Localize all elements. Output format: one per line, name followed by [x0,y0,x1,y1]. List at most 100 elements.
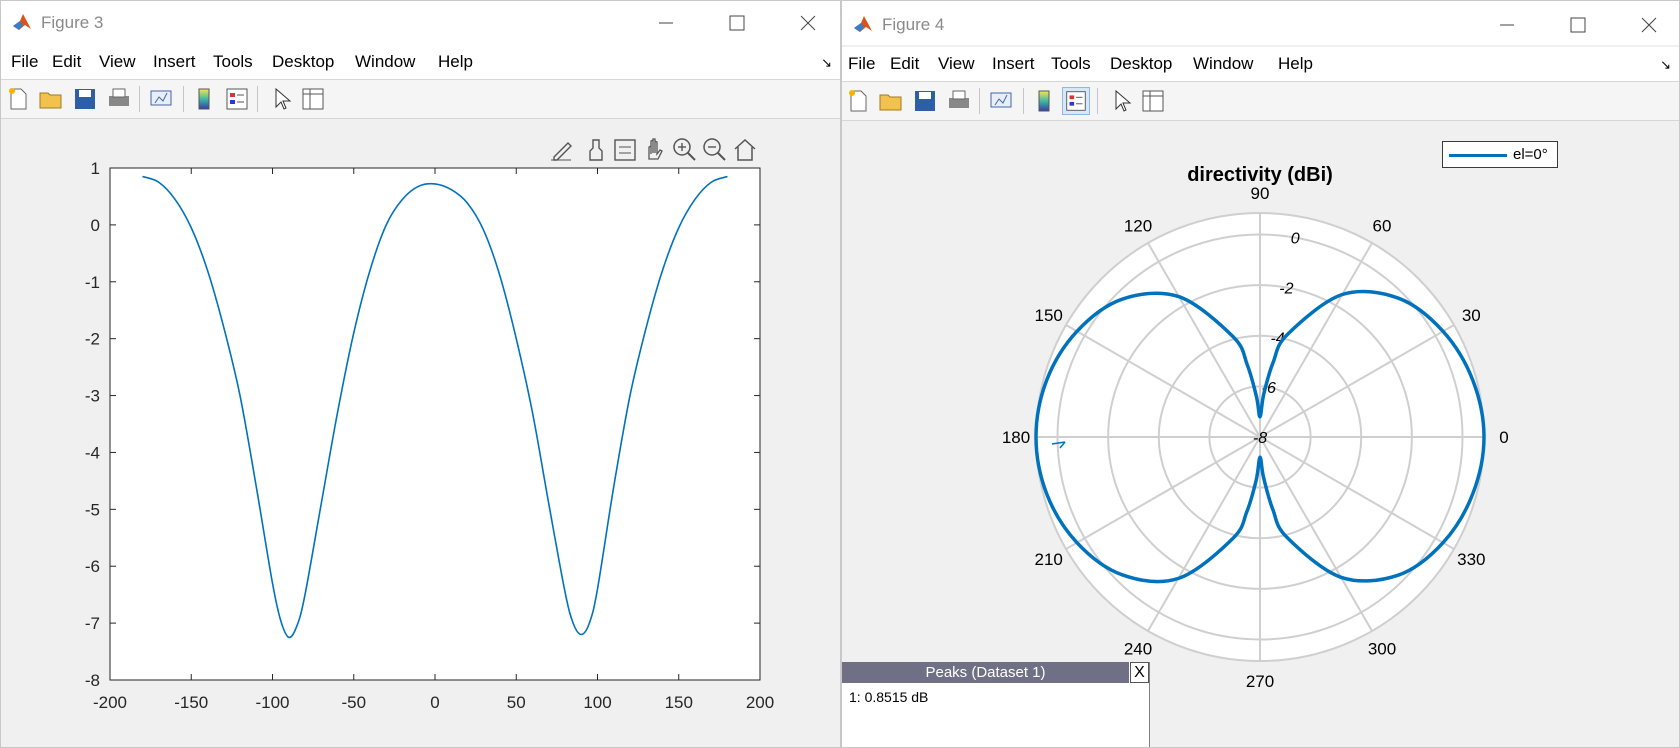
angle-tick-label: 120 [1124,217,1152,236]
open-file-icon[interactable] [37,85,65,113]
menu-view[interactable]: View [938,54,975,73]
title-bar: Figure 4 [842,1,1679,45]
data-series-line [142,175,728,639]
x-tick-label: -50 [341,693,366,712]
menu-desktop[interactable]: Desktop [1110,54,1173,73]
data-cursor-marker [1051,441,1066,449]
x-tick-label: 50 [507,693,526,712]
print-icon[interactable] [105,85,133,113]
edit-brush-icon[interactable] [551,142,572,161]
menu-window[interactable]: Window [1193,54,1254,73]
menu-insert[interactable]: Insert [153,52,196,71]
property-inspector-icon[interactable] [299,85,327,113]
link-plot-icon[interactable] [147,85,175,113]
close-button[interactable] [1626,9,1672,41]
y-tick-label: 0 [91,216,100,235]
link-plot-icon[interactable] [987,87,1015,115]
datatip-icon[interactable] [614,139,636,161]
menu-edit[interactable]: Edit [890,54,920,73]
open-file-icon[interactable] [877,87,905,115]
x-tick-label: -100 [255,693,289,712]
figure-4-window: Figure 4 File Edit View Insert Tools Des… [841,0,1680,748]
new-figure-icon[interactable] [4,85,32,113]
figure-toolbar [1,80,840,119]
angular-grid-line [1147,242,1261,438]
minimize-button[interactable] [1484,9,1530,41]
menu-desktop[interactable]: Desktop [272,52,335,71]
angle-tick-label: 150 [1035,306,1063,325]
legend[interactable]: el=0° [1442,141,1558,168]
y-tick-label: -6 [85,557,100,576]
home-icon[interactable] [734,138,756,161]
maximize-button[interactable] [1555,9,1601,41]
angular-grid-line [1065,436,1261,550]
plot-axes [109,167,761,681]
polar-plot[interactable]: directivity (dBi) 0 30 60 90 120 150 180 210 240… [842,121,1679,748]
menu-tools[interactable]: Tools [1051,54,1091,73]
angular-grid-line [1259,436,1455,550]
menu-file[interactable]: File [11,52,39,71]
toolbar-separator [1097,88,1098,114]
colorbar-icon[interactable] [1030,87,1058,115]
minimize-button[interactable] [643,7,689,39]
toolbar-separator [183,86,184,112]
menu-window[interactable]: Window [355,52,416,71]
zoom-out-icon[interactable] [703,138,726,161]
save-icon[interactable] [911,87,939,115]
figure-canvas: -200 -150 -100 -50 0 50 100 150 200 1 0 -1 -2 -3 -4 -5 -… [1,119,840,747]
menu-insert[interactable]: Insert [992,54,1035,73]
figure-toolbar [842,82,1679,121]
toolbar-separator [139,86,140,112]
y-tick-label: -4 [85,443,100,462]
y-tick-label: -8 [85,671,100,690]
peaks-close-button[interactable]: X [1130,662,1149,683]
angle-tick-label: 270 [1246,672,1274,691]
toolbar-separator [979,88,980,114]
toolbar-separator [257,86,258,112]
figure-canvas: directivity (dBi) 0 30 60 90 120 150 180 210 240… [842,121,1679,747]
matlab-icon [13,14,31,30]
menu-file[interactable]: File [848,54,876,73]
figure-3-window: Figure 3 File Edit View Insert Tools Des… [0,0,841,748]
menu-view[interactable]: View [99,52,136,71]
print-icon[interactable] [945,87,973,115]
pointer-icon[interactable] [1107,87,1135,115]
x-tick-label: -200 [93,693,127,712]
zoom-in-icon[interactable] [673,138,696,161]
window-title: Figure 3 [41,13,104,32]
angle-tick-label: 240 [1124,639,1152,658]
radial-tick-label: -2 [1279,280,1293,297]
property-inspector-icon[interactable] [1139,87,1167,115]
close-button[interactable] [785,7,831,39]
menu-tools[interactable]: Tools [213,52,253,71]
legend-icon[interactable] [1062,87,1090,115]
peaks-header: Peaks (Dataset 1) [842,662,1129,683]
line-plot[interactable]: -200 -150 -100 -50 0 50 100 150 200 1 0 -1 -2 -3 -4 -5 -… [1,119,840,748]
new-figure-icon[interactable] [844,87,872,115]
toolbar-separator [1023,88,1024,114]
angle-tick-label: 300 [1368,639,1396,658]
angular-grid-line [1259,242,1373,438]
menu-help[interactable]: Help [1278,54,1313,73]
radial-tick-label: 0 [1291,231,1300,248]
angular-grid-line [1147,436,1261,632]
dock-arrow-icon[interactable]: ↘ [1660,57,1671,72]
pan-icon[interactable] [648,138,663,160]
x-tick-label: 0 [430,693,439,712]
brush-icon[interactable] [589,139,603,161]
axes-toolbar [551,138,756,161]
colorbar-icon[interactable] [190,85,218,113]
y-tick-label: -2 [85,330,100,349]
maximize-button[interactable] [714,7,760,39]
angle-tick-label: 30 [1462,306,1481,325]
angle-tick-label: 60 [1373,217,1392,236]
save-icon[interactable] [71,85,99,113]
angle-tick-label: 180 [1002,428,1030,447]
pointer-icon[interactable] [267,85,295,113]
angular-grid-line [1259,324,1455,438]
legend-icon[interactable] [223,85,251,113]
menu-help[interactable]: Help [438,52,473,71]
menu-edit[interactable]: Edit [52,52,82,71]
x-tick-label: 150 [665,693,693,712]
dock-arrow-icon[interactable]: ↘ [821,55,832,70]
